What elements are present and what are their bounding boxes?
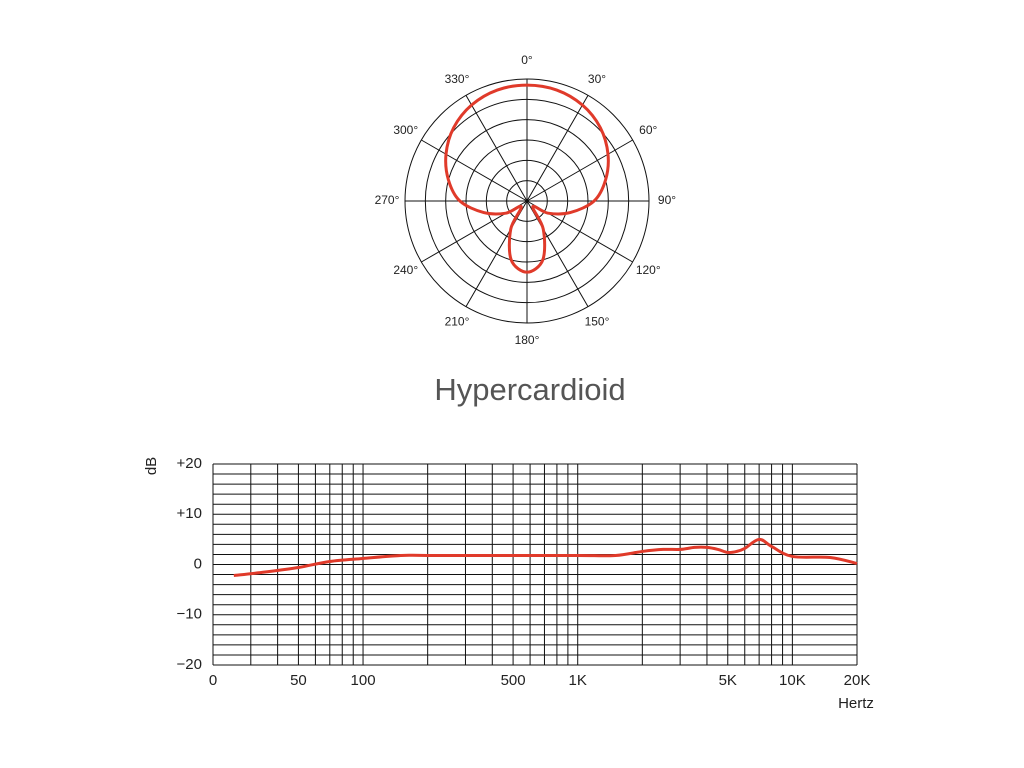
polar-pattern <box>444 83 610 274</box>
y-tick-label: −20 <box>177 656 202 673</box>
spoke <box>421 139 528 202</box>
angle-label: 30° <box>588 72 606 86</box>
x-tick-label: 100 <box>351 672 376 689</box>
x-tick-label: 5K <box>719 672 737 689</box>
y-tick-label: +10 <box>177 505 202 522</box>
angle-label: 0° <box>521 53 533 67</box>
chart-title: Hypercardioid <box>434 372 625 407</box>
angle-label: 300° <box>393 123 418 137</box>
angle-label: 90° <box>658 193 676 207</box>
angle-label: 330° <box>445 72 470 86</box>
spoke <box>526 139 633 202</box>
angle-label: 150° <box>585 314 610 328</box>
angle-label: 120° <box>636 263 661 277</box>
y-tick-label: −10 <box>177 606 202 623</box>
x-tick-label: 0 <box>209 672 217 689</box>
x-tick-label: 500 <box>501 672 526 689</box>
x-tick-label: 50 <box>290 672 307 689</box>
x-tick-label: 1K <box>569 672 587 689</box>
y-tick-label: +20 <box>177 455 202 472</box>
angle-label: 240° <box>393 263 418 277</box>
y-tick-label: 0 <box>194 555 202 572</box>
x-tick-label: 20K <box>844 672 871 689</box>
angle-label: 180° <box>515 333 540 347</box>
spoke <box>465 95 528 202</box>
x-tick-label: 10K <box>779 672 806 689</box>
angle-label: 270° <box>375 193 400 207</box>
response-line <box>233 537 858 578</box>
x-axis-label: Hertz <box>838 695 874 712</box>
angle-label: 210° <box>445 314 470 328</box>
y-axis-label: dB <box>143 457 160 475</box>
spoke <box>526 95 589 202</box>
angle-label: 60° <box>639 123 657 137</box>
